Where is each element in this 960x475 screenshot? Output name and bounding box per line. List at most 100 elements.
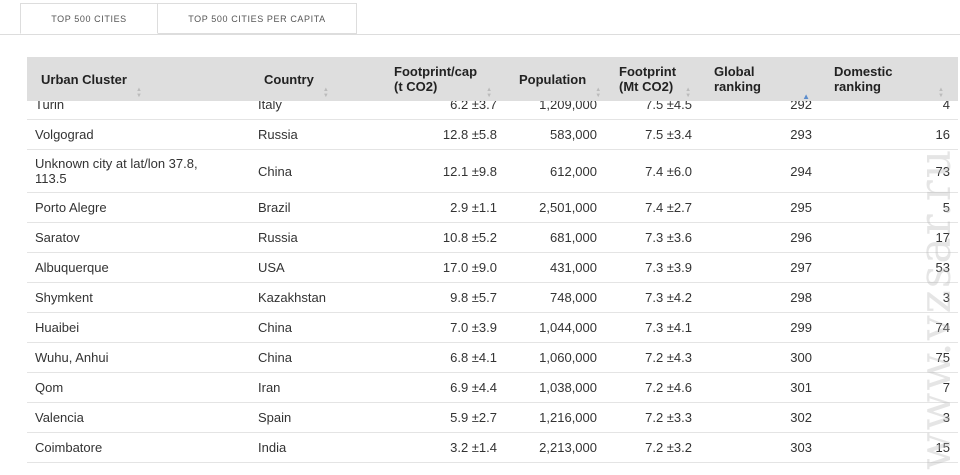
table-cell: 292 xyxy=(790,101,812,112)
table-cell: Spain xyxy=(258,410,292,425)
table-cell: Qom xyxy=(35,380,64,395)
table-cell: 5 xyxy=(942,200,950,215)
table-cell: 16 xyxy=(935,127,950,142)
sort-icon[interactable]: ▲ xyxy=(802,91,810,101)
sort-icon[interactable]: ▲▼ xyxy=(135,87,142,99)
table-cell: 1,038,000 xyxy=(539,380,597,395)
table-row: Unknown city at lat/lon 37.8, 113.5 China… xyxy=(27,150,958,193)
table-row: Qom Iran 6.9 ±4.4 1,038,000 7.2 ±4.6 301 7 xyxy=(27,373,958,403)
table-cell: 73 xyxy=(935,163,950,179)
table-cell: 4 xyxy=(942,101,950,112)
header-cell[interactable]: Footprint (Mt CO2) ▲▼ xyxy=(605,57,700,101)
sort-icon[interactable]: ▲▼ xyxy=(322,87,329,99)
table-cell: 12.1 ±9.8 xyxy=(442,163,497,179)
table-cell: Turin xyxy=(35,101,65,112)
table-cell: 612,000 xyxy=(550,163,597,179)
table-cell: 7.3 ±4.1 xyxy=(645,320,692,335)
table-cell: 298 xyxy=(790,290,812,305)
table-header: Urban Cluster ▲▼ Country ▲▼ Footprint/cap (t… xyxy=(27,57,958,101)
table-cell: Valencia xyxy=(35,410,84,425)
header-cell[interactable]: Urban Cluster ▲▼ xyxy=(27,57,250,101)
table-cell: 583,000 xyxy=(550,127,597,142)
table-cell: 3 xyxy=(942,410,950,425)
table-cell: 2,501,000 xyxy=(539,200,597,215)
table-cell: 7.2 ±4.3 xyxy=(645,350,692,365)
header-cell[interactable]: Domestic ranking ▲▼ xyxy=(820,57,958,101)
table-cell: 295 xyxy=(790,200,812,215)
table-cell: 7.5 ±4.5 xyxy=(645,101,692,112)
table-cell: 7.2 ±3.3 xyxy=(645,410,692,425)
table-cell: Wuhu, Anhui xyxy=(35,350,109,365)
table-cell: 303 xyxy=(790,440,812,455)
table-row: Porto Alegre Brazil 2.9 ±1.1 2,501,000 7.4 ±… xyxy=(27,193,958,223)
table-cell: 10.8 ±5.2 xyxy=(442,230,497,245)
table-row: Saratov Russia 10.8 ±5.2 681,000 7.3 ±3.6 296… xyxy=(27,223,958,253)
table-row: Shymkent Kazakhstan 9.8 ±5.7 748,000 7.3 ±4.… xyxy=(27,283,958,313)
header-label: Population xyxy=(519,71,587,87)
table-cell: 6.2 ±3.7 xyxy=(450,101,497,112)
table-cell: 3 xyxy=(942,290,950,305)
table-cell: 297 xyxy=(790,260,812,275)
sort-icon[interactable]: ▲▼ xyxy=(685,87,692,99)
table-cell: 7.5 ±3.4 xyxy=(645,127,692,142)
table-cell: 6.8 ±4.1 xyxy=(450,350,497,365)
tab-active[interactable]: TOP 500 CITIES xyxy=(20,3,158,34)
header-cell[interactable]: Global ranking ▲ xyxy=(700,57,820,101)
table-cell: Russia xyxy=(258,127,298,142)
header-cell[interactable]: Country ▲▼ xyxy=(250,57,380,101)
table-cell: India xyxy=(258,440,287,455)
header-label: Global ranking xyxy=(714,64,761,94)
table-cell: 1,216,000 xyxy=(539,410,597,425)
table-row: Albuquerque USA 17.0 ±9.0 431,000 7.3 ±3.9 29… xyxy=(27,253,958,283)
table-cell: China xyxy=(258,320,292,335)
table-row: Turin Italy 6.2 ±3.7 1,209,000 7.5 ±4.5 292 4 xyxy=(27,101,958,120)
table-cell: 1,209,000 xyxy=(539,101,597,112)
table-cell: 2,213,000 xyxy=(539,440,597,455)
header-label: Domestic ranking xyxy=(834,64,893,94)
table-cell: 17.0 ±9.0 xyxy=(442,260,497,275)
table-cell: 7.2 ±4.6 xyxy=(645,380,692,395)
table-cell: 431,000 xyxy=(550,260,597,275)
sort-icon[interactable]: ▲▼ xyxy=(486,87,493,99)
table-cell: 12.8 ±5.8 xyxy=(442,127,497,142)
table-cell: 1,044,000 xyxy=(539,320,597,335)
table-row: Volgograd Russia 12.8 ±5.8 583,000 7.5 ±3.4 2… xyxy=(27,120,958,150)
sort-icon[interactable]: ▲▼ xyxy=(938,87,944,99)
table-cell: Brazil xyxy=(258,200,291,215)
table-cell: Russia xyxy=(258,230,298,245)
header-cell[interactable]: Footprint/cap (t CO2) ▲▼ xyxy=(380,57,505,101)
table-cell: Saratov xyxy=(35,230,80,245)
table-cell: 74 xyxy=(935,320,950,335)
table-cell: 294 xyxy=(790,163,812,179)
table-body: Turin Italy 6.2 ±3.7 1,209,000 7.5 ±4.5 292 4 V… xyxy=(27,101,958,475)
table-cell: Volgograd xyxy=(35,127,94,142)
header-cell[interactable]: Population ▲▼ xyxy=(505,57,605,101)
table-cell: 7.4 ±2.7 xyxy=(645,200,692,215)
table-row: Huaibei China 7.0 ±3.9 1,044,000 7.3 ±4.1 299… xyxy=(27,313,958,343)
table-cell: 7.0 ±3.9 xyxy=(450,320,497,335)
table-row: Valencia Spain 5.9 ±2.7 1,216,000 7.2 ±3.3 30… xyxy=(27,403,958,433)
table-cell: 17 xyxy=(935,230,950,245)
tab-divider xyxy=(0,34,960,35)
watermark: www.vzsar.ru xyxy=(910,147,960,470)
table-cell: 748,000 xyxy=(550,290,597,305)
table-cell: 53 xyxy=(935,260,950,275)
table-cell: 299 xyxy=(790,320,812,335)
table-cell: 75 xyxy=(935,350,950,365)
table-cell: Unknown city at lat/lon 37.8, 113.5 xyxy=(35,156,198,186)
table-cell: 1,060,000 xyxy=(539,350,597,365)
table-cell: 7 xyxy=(942,380,950,395)
table-cell: 7.3 ±3.6 xyxy=(645,230,692,245)
header-label: Country xyxy=(264,71,314,87)
table-cell: 302 xyxy=(790,410,812,425)
table-cell: Shymkent xyxy=(35,290,93,305)
table-cell: Porto Alegre xyxy=(35,200,107,215)
table-cell: 300 xyxy=(790,350,812,365)
table-cell: 7.4 ±6.0 xyxy=(645,163,692,179)
table-cell: 6.9 ±4.4 xyxy=(450,380,497,395)
sort-icon[interactable]: ▲▼ xyxy=(595,87,602,99)
table-cell: 293 xyxy=(790,127,812,142)
tab[interactable]: TOP 500 CITIES PER CAPITA xyxy=(157,3,357,34)
table-cell: China xyxy=(258,350,292,365)
header-label: Footprint/cap (t CO2) xyxy=(394,64,478,94)
